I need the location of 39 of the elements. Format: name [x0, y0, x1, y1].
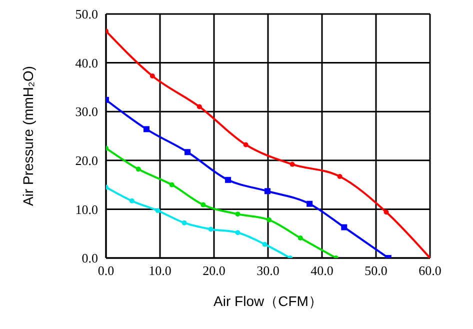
y-axis-title: Air Pressure (mmH₂O): [20, 66, 36, 206]
point: [264, 188, 270, 194]
point: [235, 212, 240, 217]
point: [196, 104, 202, 110]
point: [243, 142, 248, 148]
y-tick-label: 10.0: [75, 202, 98, 217]
y-tick-label: 50.0: [75, 6, 98, 22]
x-tick-label: 0.0: [98, 263, 114, 278]
point: [169, 182, 174, 188]
y-tick-label: 30.0: [75, 104, 98, 120]
point: [200, 202, 206, 208]
x-tick-label: 50.0: [364, 263, 388, 278]
y-tick-label: 0.0: [82, 250, 98, 266]
point: [144, 126, 150, 132]
x-tick-label: 40.0: [310, 263, 334, 278]
point: [150, 73, 155, 78]
point: [182, 220, 187, 226]
point: [306, 200, 313, 207]
point: [129, 198, 134, 204]
x-tick-label: 20.0: [202, 263, 226, 278]
point: [184, 149, 191, 156]
x-tick-label: 60.0: [418, 263, 442, 278]
point: [136, 166, 141, 172]
x-tick-label: 10.0: [148, 263, 172, 278]
point: [208, 226, 214, 232]
point: [262, 242, 268, 247]
y-tick-label: 40.0: [75, 55, 98, 70]
point: [337, 174, 342, 180]
point: [155, 208, 160, 214]
point: [225, 176, 232, 183]
point: [290, 162, 295, 167]
point: [298, 235, 303, 240]
point: [266, 217, 272, 222]
point: [341, 224, 348, 230]
x-axis-title: Air Flow（CFM）: [214, 293, 322, 309]
y-tick-label: 20.0: [75, 153, 98, 168]
point: [384, 210, 389, 215]
point: [235, 230, 240, 236]
x-tick-label: 30.0: [256, 263, 280, 278]
